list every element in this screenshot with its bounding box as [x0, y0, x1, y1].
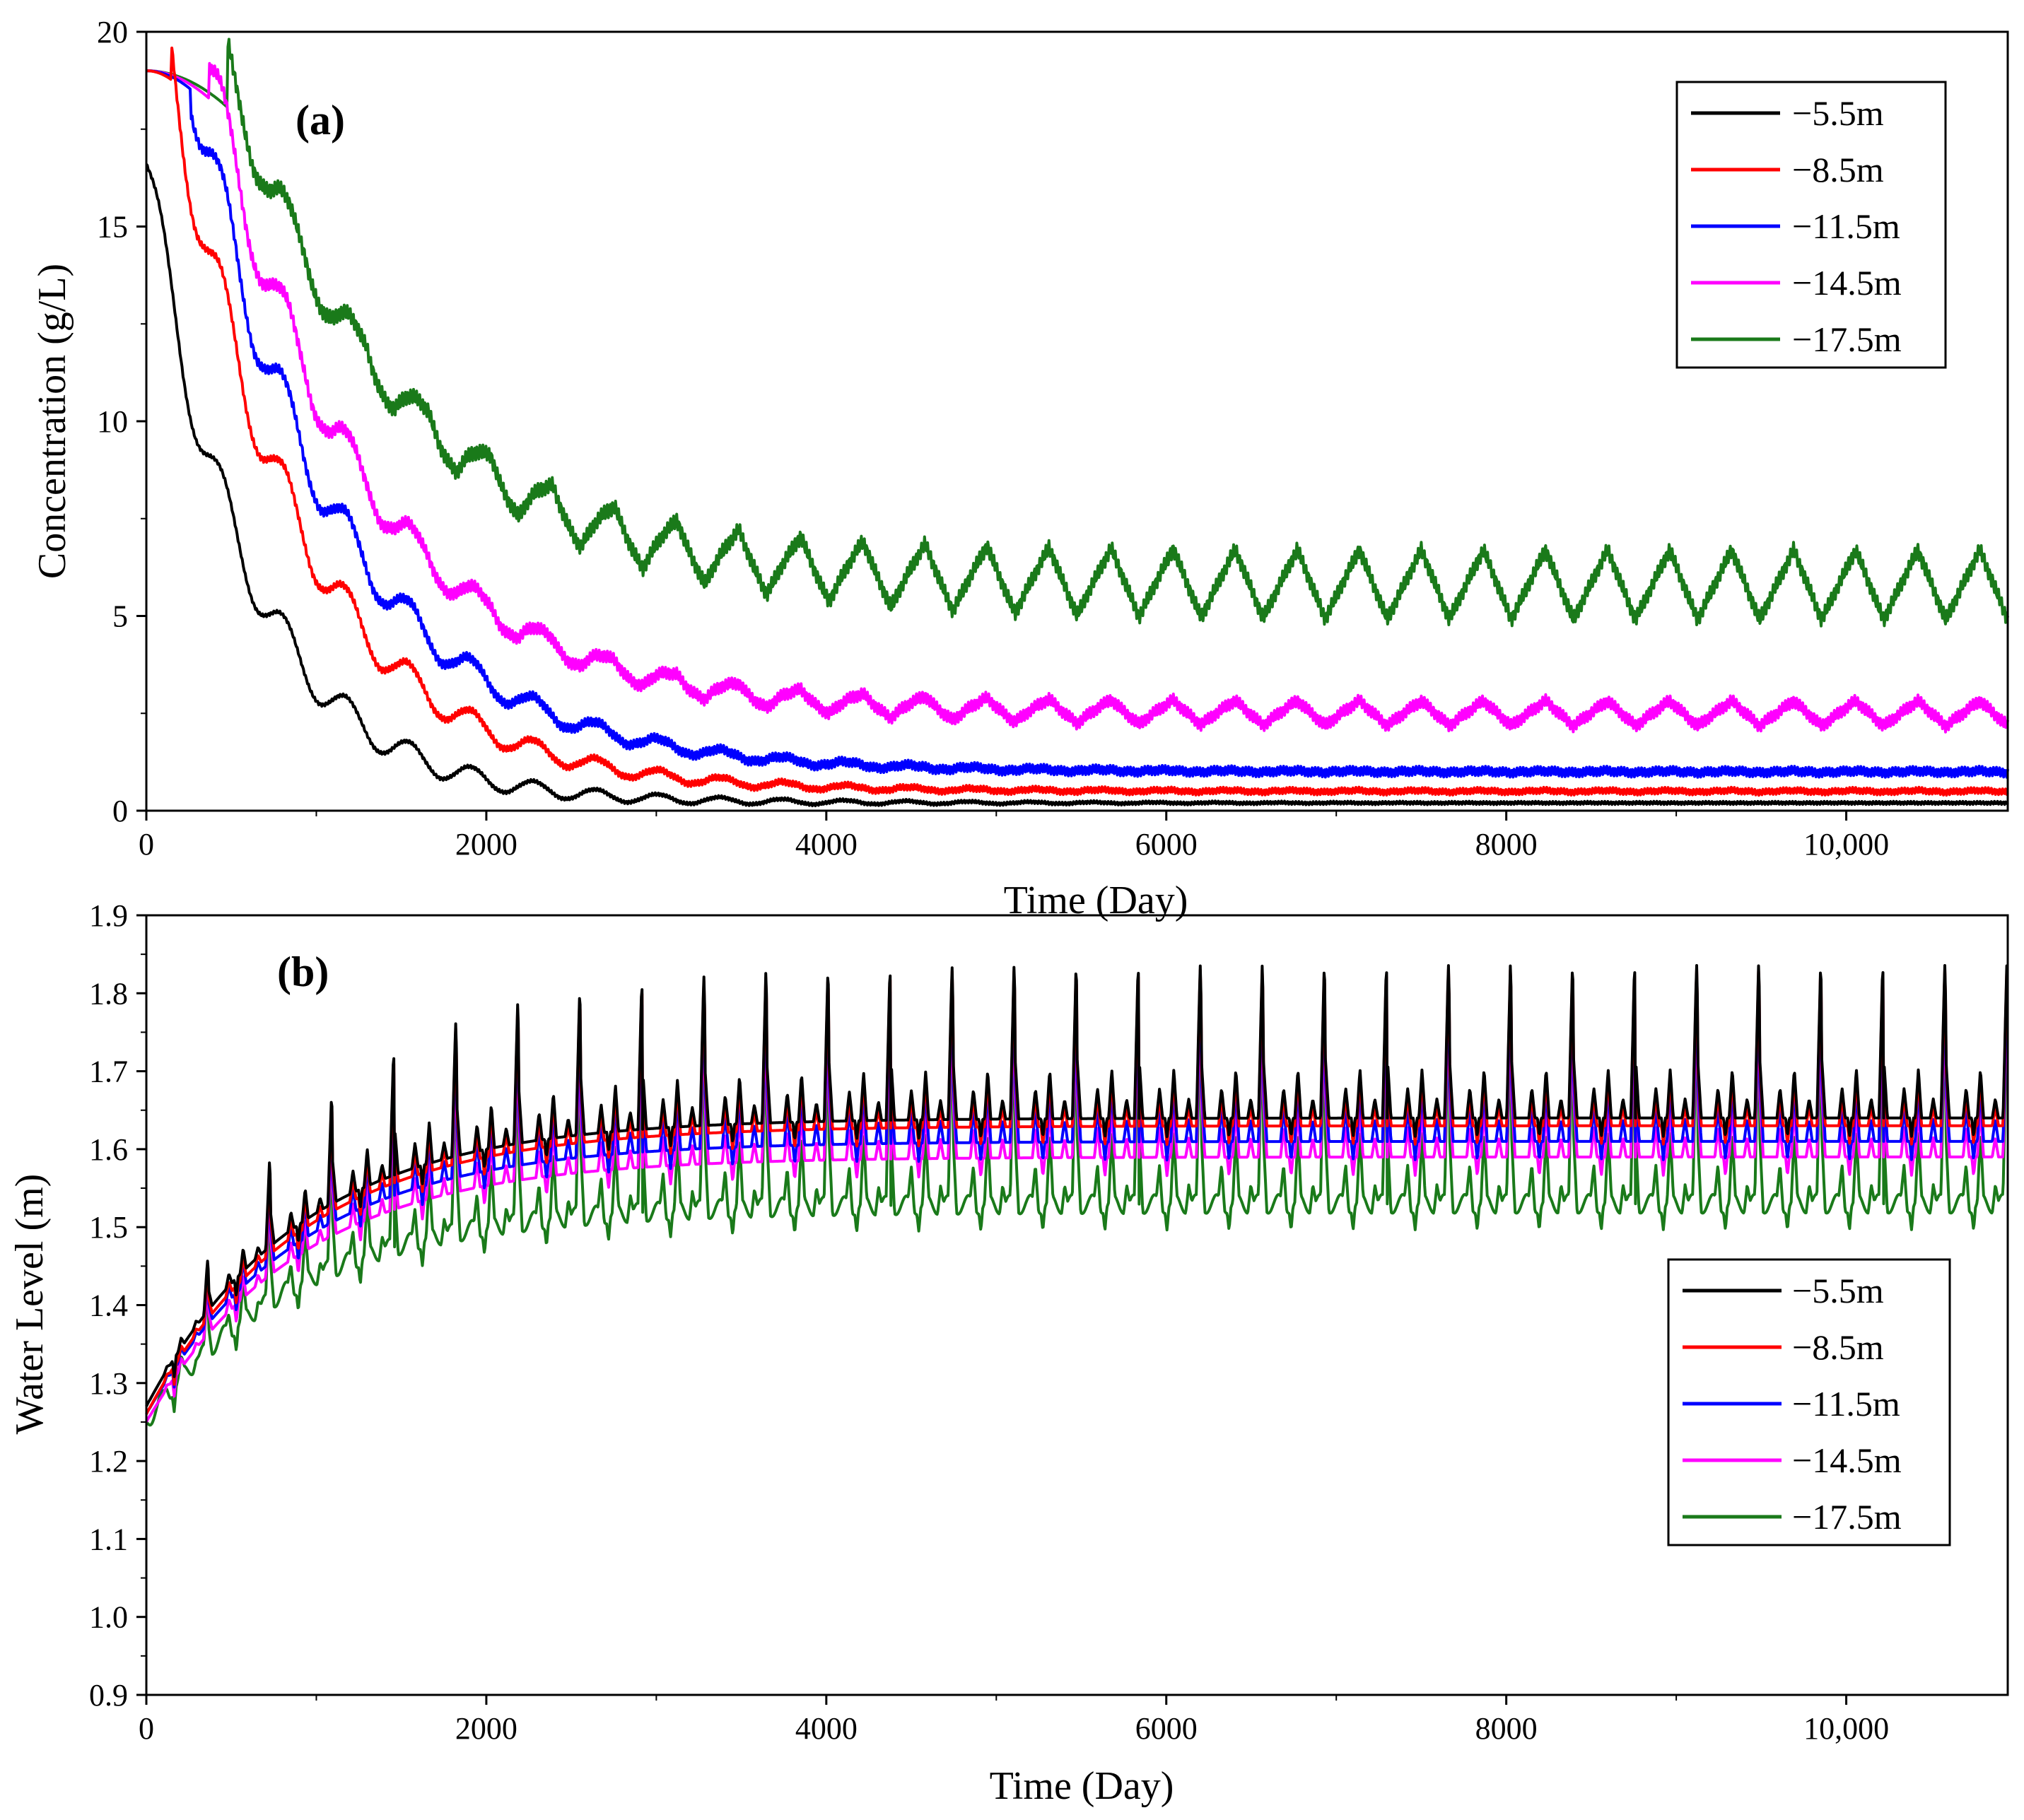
panel-a-series-line-1	[145, 163, 2009, 808]
panel-a-x-tick-label: 10,000	[1803, 827, 1889, 862]
panel-a-series-lines	[145, 37, 2009, 808]
panel-a-y-tick-label: 0	[112, 794, 128, 828]
panel-b-y-tick-label: 1.7	[89, 1055, 128, 1089]
panel-b-legend-label: −17.5m	[1792, 1497, 1902, 1537]
panel-a-series-line-4	[146, 61, 2009, 734]
panel-b-legend-label: −8.5m	[1792, 1327, 1884, 1367]
panel-b-x-tick-label: 2000	[455, 1711, 517, 1746]
panel-b-y-axis-title: Water Level (m)	[8, 1174, 52, 1435]
panel-a-legend-label: −17.5m	[1792, 319, 1902, 359]
panel-b-y-tick-label: 1.6	[89, 1132, 128, 1167]
panel-b-legend: −5.5m −8.5m −11.5m −14.5m −17.5m	[1667, 1258, 1951, 1546]
panel-a-x-tick-label: 4000	[795, 827, 858, 862]
panel-a-series-line-3	[146, 69, 2009, 779]
panel-a-series-line-5	[146, 37, 2009, 628]
panel-b-y-tick-label: 1.2	[89, 1444, 128, 1479]
panel-a-y-tick-label: 5	[112, 599, 128, 634]
panel-b-x-axis-title: Time (Day)	[990, 1764, 1174, 1808]
panel-b-y-tick-label: 1.8	[89, 976, 128, 1011]
panel-a-y-tick-label: 10	[97, 404, 128, 439]
panel-b-y-tick-label: 1.1	[89, 1522, 128, 1556]
panel-b-legend-label: −11.5m	[1792, 1384, 1900, 1423]
panel-a-x-tick-label: 6000	[1135, 827, 1198, 862]
panel-b-y-tick-label: 1.4	[89, 1288, 128, 1323]
panel-b-y-tick-label: 1.9	[89, 898, 128, 933]
panel-a-series-line-2	[146, 46, 2009, 797]
panel-a-legend-label: −11.5m	[1792, 206, 1900, 246]
panel-a-y-tick-label: 20	[97, 15, 128, 49]
panel-a-y-axis-title: Concentration (g/L)	[30, 264, 74, 579]
panel-b-y-tick-label: 0.9	[89, 1678, 128, 1713]
panel-b-y-tick-label: 1.0	[89, 1600, 128, 1635]
panel-b-legend-label: −5.5m	[1792, 1271, 1884, 1310]
panel-a-x-tick-label: 2000	[455, 827, 517, 862]
panel-b-series-line-1	[145, 964, 2009, 1407]
panel-b-x-tick-label: 4000	[795, 1711, 858, 1746]
panel-b-series-lines	[145, 964, 2009, 1427]
panel-b-water-level-chart: 0 2000 4000 6000 8000 10,000 0.9 1.0 1.1 1.2 1.3 1.…	[8, 898, 2009, 1808]
panel-a-x-tick-label: 8000	[1475, 827, 1538, 862]
panel-b-y-tick-label: 1.3	[89, 1366, 128, 1401]
panel-a-legend-label: −14.5m	[1792, 263, 1902, 303]
panel-a-y-tick-label: 15	[97, 210, 128, 245]
panel-b-x-tick-label: 8000	[1475, 1711, 1538, 1746]
panel-a-x-tick-label: 0	[139, 827, 154, 862]
panel-b-label: (b)	[277, 949, 329, 995]
panel-a-axes: 0 2000 4000 6000 8000 10,000 0 5 10 15 20	[97, 15, 1889, 862]
panel-a-label: (a)	[296, 97, 345, 143]
panel-b-axes: 0 2000 4000 6000 8000 10,000 0.9 1.0 1.1 1.2 1.3 1.…	[89, 898, 1889, 1746]
panel-b-x-tick-label: 10,000	[1803, 1711, 1889, 1746]
panel-b-x-tick-label: 0	[139, 1711, 154, 1746]
panel-b-legend-label: −14.5m	[1792, 1440, 1902, 1480]
panel-b-x-tick-label: 6000	[1135, 1711, 1198, 1746]
panel-a-legend: −5.5m −8.5m −11.5m −14.5m −17.5m	[1675, 81, 1947, 369]
panel-a-legend-label: −5.5m	[1792, 93, 1884, 133]
panel-a-legend-label: −8.5m	[1792, 150, 1884, 189]
panel-b-y-tick-label: 1.5	[89, 1210, 128, 1245]
